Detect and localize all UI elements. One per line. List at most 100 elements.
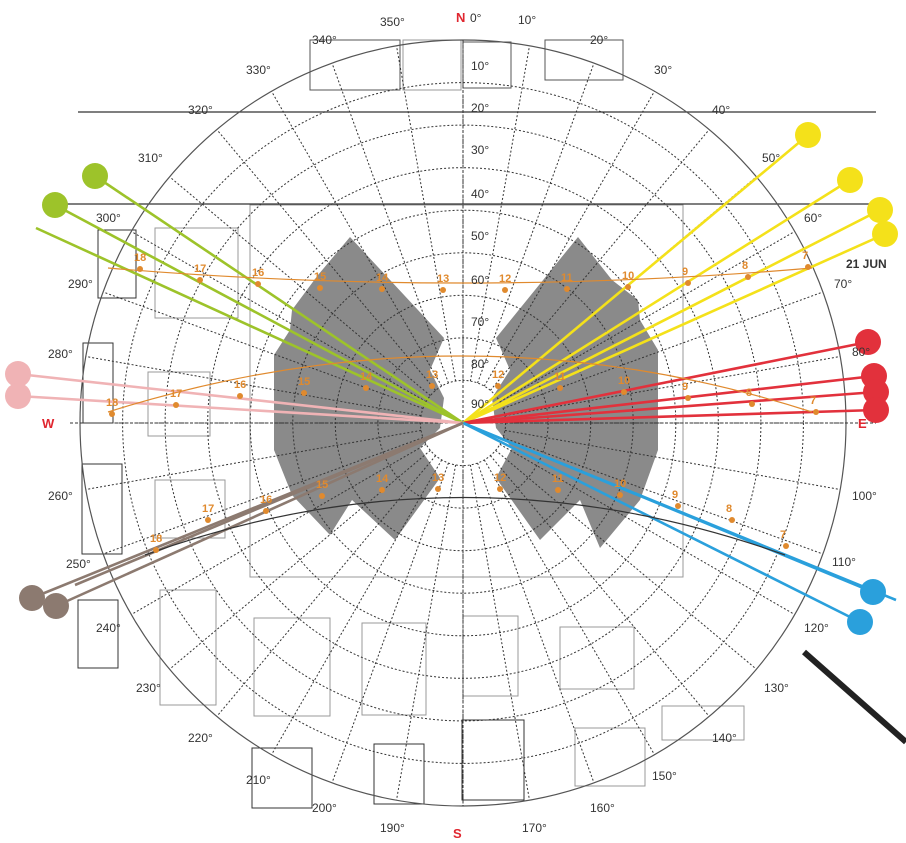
azimuth-label: 10° [518,13,536,27]
azimuth-label: 290° [68,277,93,291]
sun-ray [94,174,464,425]
azimuth-spoke [499,231,795,403]
azimuth-spoke [502,291,824,409]
azimuth-spoke [469,464,530,801]
azimuth-label: 330° [246,63,271,77]
azimuth-label: 60° [804,211,822,225]
hour-label: 15 [314,271,326,283]
hour-marker [435,486,441,492]
sun-marker [5,383,31,409]
azimuth-label: 300° [96,211,121,225]
azimuth-spoke [499,443,795,615]
sun-ray [462,421,861,624]
altitude-label: 40° [471,187,489,201]
sun-ray [462,178,851,425]
hour-marker [263,508,269,514]
hour-label: 7 [802,250,808,262]
hour-label: 13 [432,472,444,484]
hour-marker [749,401,755,407]
sun-marker [863,397,889,423]
azimuth-spoke [271,459,443,755]
azimuth-label: 310° [138,151,163,165]
azimuth-spoke [483,91,655,387]
hour-label: 9 [682,266,688,278]
azimuth-spoke [396,464,457,801]
altitude-label: 70° [471,315,489,329]
hour-marker [675,503,681,509]
azimuth-label: 120° [804,621,829,635]
azimuth-spoke [477,62,595,384]
hour-label: 12 [492,369,504,381]
azimuth-label: 40° [712,103,730,117]
hour-marker [745,274,751,280]
hour-marker [363,385,369,391]
hour-marker [502,287,508,293]
azimuth-spoke [502,437,824,555]
hour-label: 13 [426,369,438,381]
hour-marker [301,390,307,396]
hour-marker [319,493,325,499]
azimuth-label: 230° [136,681,161,695]
hour-marker [137,266,143,272]
hour-label: 17 [194,263,206,275]
azimuth-spoke [169,449,431,670]
azimuth-label: 20° [590,33,608,47]
hour-label: 15 [298,376,310,388]
altitude-label: 30° [471,143,489,157]
hour-marker [440,287,446,293]
azimuth-label: 170° [522,821,547,835]
azimuth-spoke [131,443,427,615]
sun-ray [54,203,464,425]
sun-marker [860,579,886,605]
azimuth-spoke [504,356,841,417]
sun-ray [462,208,881,425]
azimuth-spoke [396,45,457,382]
hour-label: 13 [437,273,449,285]
hour-label: 12 [499,273,511,285]
azimuth-label: 70° [834,277,852,291]
hour-label: 12 [494,472,506,484]
azimuth-spoke [469,45,530,382]
hour-label: 8 [726,503,732,515]
azimuth-spoke [483,459,655,755]
azimuth-label: 220° [188,731,213,745]
altitude-label: 80° [471,357,489,371]
azimuth-label: 340° [312,33,337,47]
hour-marker [317,285,323,291]
hour-marker [564,286,570,292]
azimuth-label: 80° [852,345,870,359]
sun-ray [462,408,877,425]
hour-label: 8 [746,387,752,399]
sun-ray [462,421,897,602]
date-label: 21 JUN [846,257,887,271]
sun-ray [462,390,877,425]
sun-path-jun [107,267,813,284]
hour-label: 16 [260,494,272,506]
azimuth-spoke [102,437,424,555]
azimuth-label: 50° [762,151,780,165]
azimuth-label: 30° [654,63,672,77]
hour-marker [813,409,819,415]
sun-paths: 18 17 16 15 14 13 12 11 10 9 8 7 18 17 16 15 14 13 12 11 10 9… [106,250,819,556]
azimuth-spoke [216,129,437,391]
hour-marker [255,281,261,287]
sun-marker [863,379,889,405]
sun-path-equinox [107,355,813,413]
altitude-label: 90° [471,397,489,411]
azimuth-spoke [85,356,422,417]
hour-marker [555,487,561,493]
pointer-stick [802,649,906,745]
hour-label: 18 [150,533,162,545]
azimuth-label: 110° [832,555,856,569]
hour-marker [557,385,563,391]
hour-label: 14 [376,473,389,485]
cardinal-east: E [858,416,867,431]
hour-label: 11 [554,371,566,383]
hour-marker [379,286,385,292]
azimuth-spoke [504,429,841,490]
sun-marker [19,585,45,611]
hour-marker [173,402,179,408]
azimuth-label: 350° [380,15,405,29]
sun-marker [867,197,893,223]
sun-ray [462,232,886,425]
